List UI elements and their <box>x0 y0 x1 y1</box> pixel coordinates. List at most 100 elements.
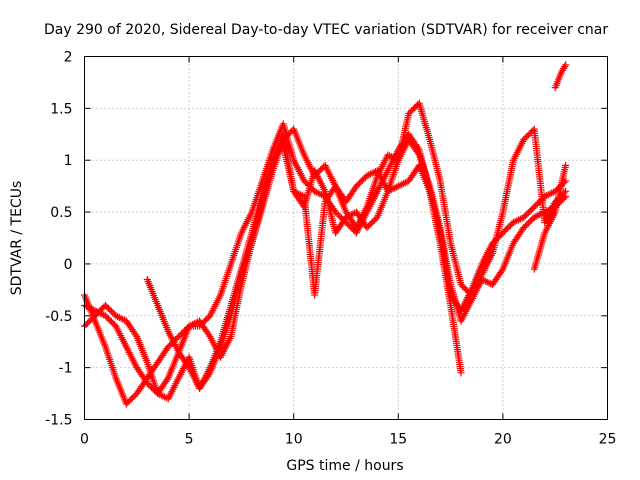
data-point <box>527 128 535 136</box>
data-point <box>414 149 422 157</box>
data-point <box>284 131 292 139</box>
x-tick-label: 10 <box>285 432 303 448</box>
data-point <box>166 341 174 349</box>
data-point <box>366 221 374 229</box>
data-point <box>493 235 501 243</box>
data-point <box>122 400 130 408</box>
data-point <box>488 239 496 247</box>
data-point <box>562 61 570 69</box>
data-point <box>335 211 343 219</box>
data-point <box>101 301 109 309</box>
data-point <box>529 204 537 212</box>
data-point <box>94 309 102 317</box>
data-point <box>92 310 100 318</box>
data-point <box>502 226 510 234</box>
y-tick-label: -0.5 <box>45 309 72 325</box>
data-point <box>524 131 532 139</box>
tick-marks <box>84 56 608 420</box>
data-point <box>104 315 112 323</box>
series-sat-d <box>143 135 570 392</box>
data-point <box>145 381 153 389</box>
data-point <box>499 229 507 237</box>
data-point <box>459 282 467 290</box>
data-point <box>524 209 532 217</box>
data-points <box>81 61 570 408</box>
data-point <box>532 201 540 209</box>
data-point <box>107 307 115 315</box>
x-tick-label: 0 <box>80 432 89 448</box>
data-point <box>82 321 90 329</box>
data-point <box>523 133 531 141</box>
data-point <box>285 130 293 138</box>
data-point <box>538 195 546 203</box>
data-point <box>520 135 528 143</box>
data-point <box>354 181 362 189</box>
data-point <box>491 236 499 244</box>
data-point <box>526 218 534 226</box>
data-point <box>503 224 511 232</box>
data-point <box>562 193 570 201</box>
data-point <box>175 333 183 341</box>
data-point <box>460 284 468 292</box>
data-point <box>184 362 192 370</box>
y-axis-label: SDTVAR / TECUs <box>9 181 25 296</box>
y-tick-label: -1.5 <box>45 413 72 429</box>
data-point <box>202 316 210 324</box>
data-point <box>352 182 360 190</box>
data-point <box>535 198 543 206</box>
data-point <box>405 110 413 118</box>
data-point <box>498 267 506 275</box>
data-point <box>97 306 105 314</box>
series-sat-b <box>81 99 570 403</box>
y-tick-label: 2 <box>64 50 73 66</box>
data-point <box>343 220 351 228</box>
grid-layer <box>84 56 608 420</box>
data-point <box>494 233 502 241</box>
data-point <box>370 216 378 224</box>
data-point <box>360 175 368 183</box>
data-point <box>101 312 109 320</box>
data-point <box>176 331 184 339</box>
data-point <box>124 398 132 406</box>
data-point <box>109 309 117 317</box>
data-point <box>357 178 365 186</box>
data-point <box>527 216 535 224</box>
data-point <box>496 232 504 240</box>
data-point <box>85 318 93 326</box>
data-point <box>89 313 97 321</box>
series-sat-f <box>551 61 570 92</box>
data-point <box>163 376 171 384</box>
x-tick-label: 5 <box>185 432 194 448</box>
x-tick-label: 15 <box>389 432 407 448</box>
data-point <box>127 395 135 403</box>
y-tick-label: -1 <box>59 361 73 377</box>
data-point <box>409 105 417 113</box>
chart-title: Day 290 of 2020, Sidereal Day-to-day VTE… <box>44 22 608 38</box>
data-point <box>336 213 344 221</box>
data-point <box>530 203 538 211</box>
data-point <box>98 304 106 312</box>
series-sat-e <box>530 161 570 273</box>
data-point <box>143 379 151 387</box>
data-point <box>457 281 465 289</box>
data-point <box>521 134 529 142</box>
data-point <box>107 318 115 326</box>
plot-frame <box>84 56 608 420</box>
data-point <box>523 210 531 218</box>
data-point <box>83 319 91 327</box>
data-point <box>103 313 111 321</box>
data-point <box>408 107 416 115</box>
data-point <box>88 315 96 323</box>
data-point <box>490 238 498 246</box>
tick-labels: 0 5 10 15 20 25 -1.5 -1 -0.5 0 0.5 1 1.5 2 <box>45 50 616 448</box>
y-tick-label: 1.5 <box>50 101 72 117</box>
x-axis-label: GPS time / hours <box>286 458 403 474</box>
data-point <box>520 213 528 221</box>
data-point <box>369 218 377 226</box>
x-tick-label: 20 <box>494 432 512 448</box>
data-point <box>91 312 99 320</box>
data-point <box>333 210 341 218</box>
data-point <box>132 331 140 339</box>
data-point <box>346 223 354 231</box>
